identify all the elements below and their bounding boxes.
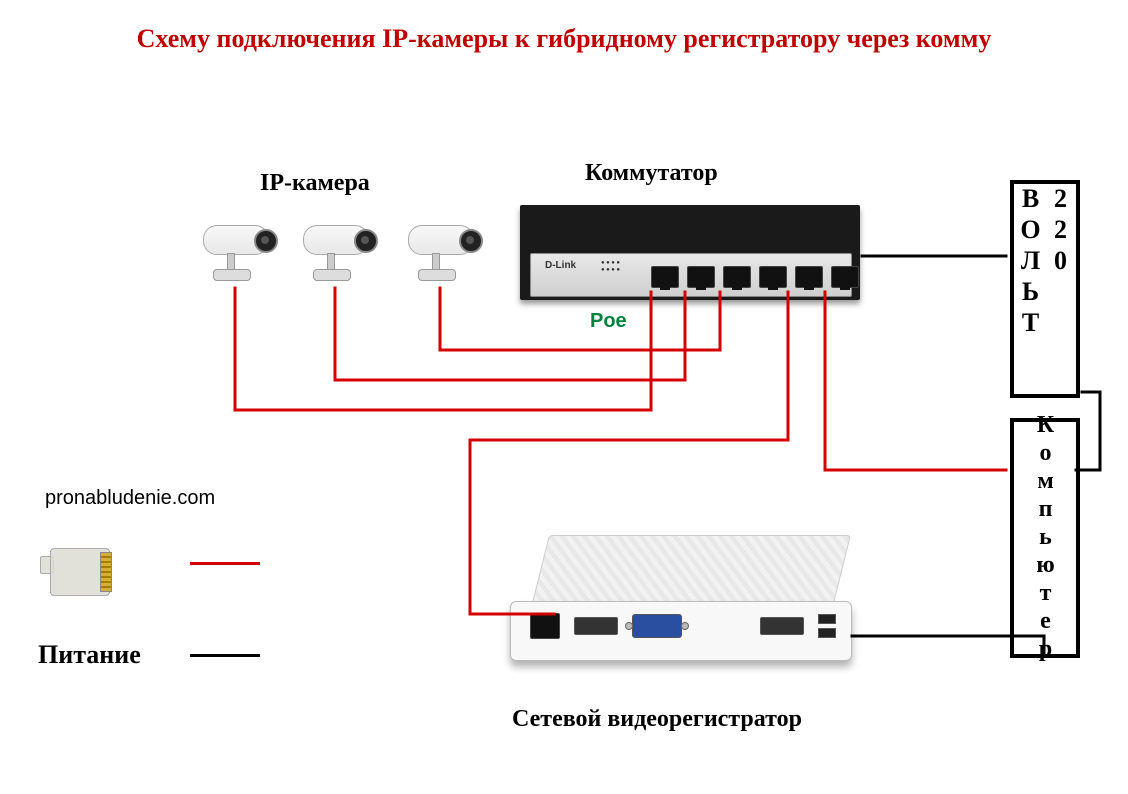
- diagram-canvas: Схему подключения IP-камеры к гибридному…: [0, 0, 1128, 794]
- switch-front-panel: D-Link ● ● ● ●● ● ● ●: [530, 253, 852, 297]
- nvr-usb-port-icon: [818, 628, 836, 638]
- nvr-top-icon: [531, 535, 851, 607]
- nvr-vga-port-icon: [632, 614, 682, 638]
- camera-body-icon: [203, 225, 269, 255]
- label-switch: Коммутатор: [585, 160, 718, 187]
- label-nvr: Сетевой видеорегистратор: [512, 706, 802, 733]
- switch-ports: [651, 266, 859, 288]
- power-220v-box: 220 ВОЛЬТ: [1010, 180, 1080, 398]
- switch-port-4: [759, 266, 787, 288]
- switch-port-3: [723, 266, 751, 288]
- camera-body-icon: [303, 225, 369, 255]
- network-switch: D-Link ● ● ● ●● ● ● ●: [520, 205, 860, 300]
- edge-camera1-switch.port1: [235, 288, 651, 410]
- computer-text: Компьютер: [1032, 412, 1059, 664]
- legend-ethernet-line: [190, 562, 260, 565]
- switch-port-6: [831, 266, 859, 288]
- legend-power-line: [190, 654, 260, 657]
- computer-box: Компьютер: [1010, 418, 1080, 658]
- switch-port-5: [795, 266, 823, 288]
- switch-port-1: [651, 266, 679, 288]
- camera-body-icon: [408, 225, 474, 255]
- rj45-connector-icon: [50, 538, 130, 608]
- legend-power-label: Питание: [38, 640, 141, 670]
- switch-brand-label: D-Link: [545, 260, 576, 271]
- edge-switch.port6-pc_box: [825, 292, 1006, 470]
- nvr-recorder: [510, 535, 870, 675]
- ip-camera-2: [295, 215, 385, 285]
- nvr-usb-port-icon: [818, 614, 836, 624]
- edge-camera2-switch.port2: [335, 288, 685, 380]
- ip-camera-1: [195, 215, 285, 285]
- poe-label: Poe: [590, 310, 627, 333]
- label-camera: IP-камера: [260, 170, 370, 197]
- switch-port-2: [687, 266, 715, 288]
- switch-led-panel: ● ● ● ●● ● ● ●: [601, 260, 641, 274]
- power-220v-text: 220 ВОЛЬТ: [1015, 184, 1075, 394]
- ip-camera-3: [400, 215, 490, 285]
- nvr-ports: [530, 613, 836, 639]
- watermark: pronabludenie.com: [45, 487, 215, 510]
- nvr-port-icon: [760, 617, 804, 635]
- diagram-title: Схему подключения IP-камеры к гибридному…: [0, 24, 1128, 54]
- nvr-ethernet-port-icon: [530, 613, 560, 639]
- nvr-hdmi-port-icon: [574, 617, 618, 635]
